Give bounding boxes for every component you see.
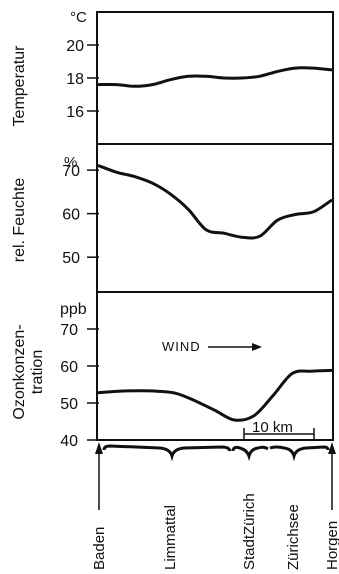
ozone-ylabel-line1: Ozonkonzen- (11, 324, 28, 419)
ozone-tick-label: 70 (60, 322, 78, 339)
location-label-zurichsee: Zürichsee (285, 504, 302, 570)
region-brace (102, 444, 232, 462)
region-brace (231, 445, 269, 462)
ozone-unit: ppb (60, 301, 87, 318)
location-label-limmattal: Limmattal (162, 505, 179, 570)
humidity-tick-label: 60 (62, 207, 80, 224)
wind-arrow-icon (208, 343, 262, 351)
ozone-ylabel-line2: tration (29, 350, 46, 394)
temperature-tick-label: 20 (66, 38, 84, 55)
location-label-horgen: Horgen (324, 521, 339, 570)
temperature-ylabel: Temperatur (11, 45, 28, 127)
horgen-arrow-icon (328, 442, 336, 510)
temperature-tick-label: 16 (66, 104, 84, 121)
panel-humidity-frame (96, 143, 334, 293)
humidity-ylabel: rel. Feuchte (11, 178, 28, 263)
ozone-tick-label: 50 (60, 396, 78, 413)
humidity-unit: % (64, 154, 77, 171)
ozone-tick-label: 60 (60, 359, 78, 376)
humidity-tick-label: 50 (62, 250, 80, 267)
temperature-unit: °C (70, 9, 87, 26)
baden-arrow-icon (95, 442, 103, 510)
ozone-tick-label: 40 (60, 433, 78, 450)
ozone-ylabel: Ozonkonzen- tration (11, 324, 46, 419)
humidity-tick-label: 70 (62, 163, 80, 180)
location-label-stadtzurich: StadtZürich (241, 493, 258, 570)
lines-layer (97, 66, 333, 422)
wind-annotation: WIND (162, 339, 201, 354)
humidity-series-line (97, 164, 333, 240)
panel-ozone-frame (96, 291, 334, 441)
scale-bar (243, 428, 315, 440)
scale-bar-label: 10 km (252, 419, 293, 436)
ozone-series-line (97, 368, 333, 422)
location-label-baden: Baden (91, 527, 108, 570)
region-brace (269, 445, 330, 462)
temperature-tick-label: 18 (66, 71, 84, 88)
ticks-layer: 20 18 16 70 60 50 70 60 50 40 (60, 38, 99, 450)
temperature-series-line (97, 66, 333, 88)
